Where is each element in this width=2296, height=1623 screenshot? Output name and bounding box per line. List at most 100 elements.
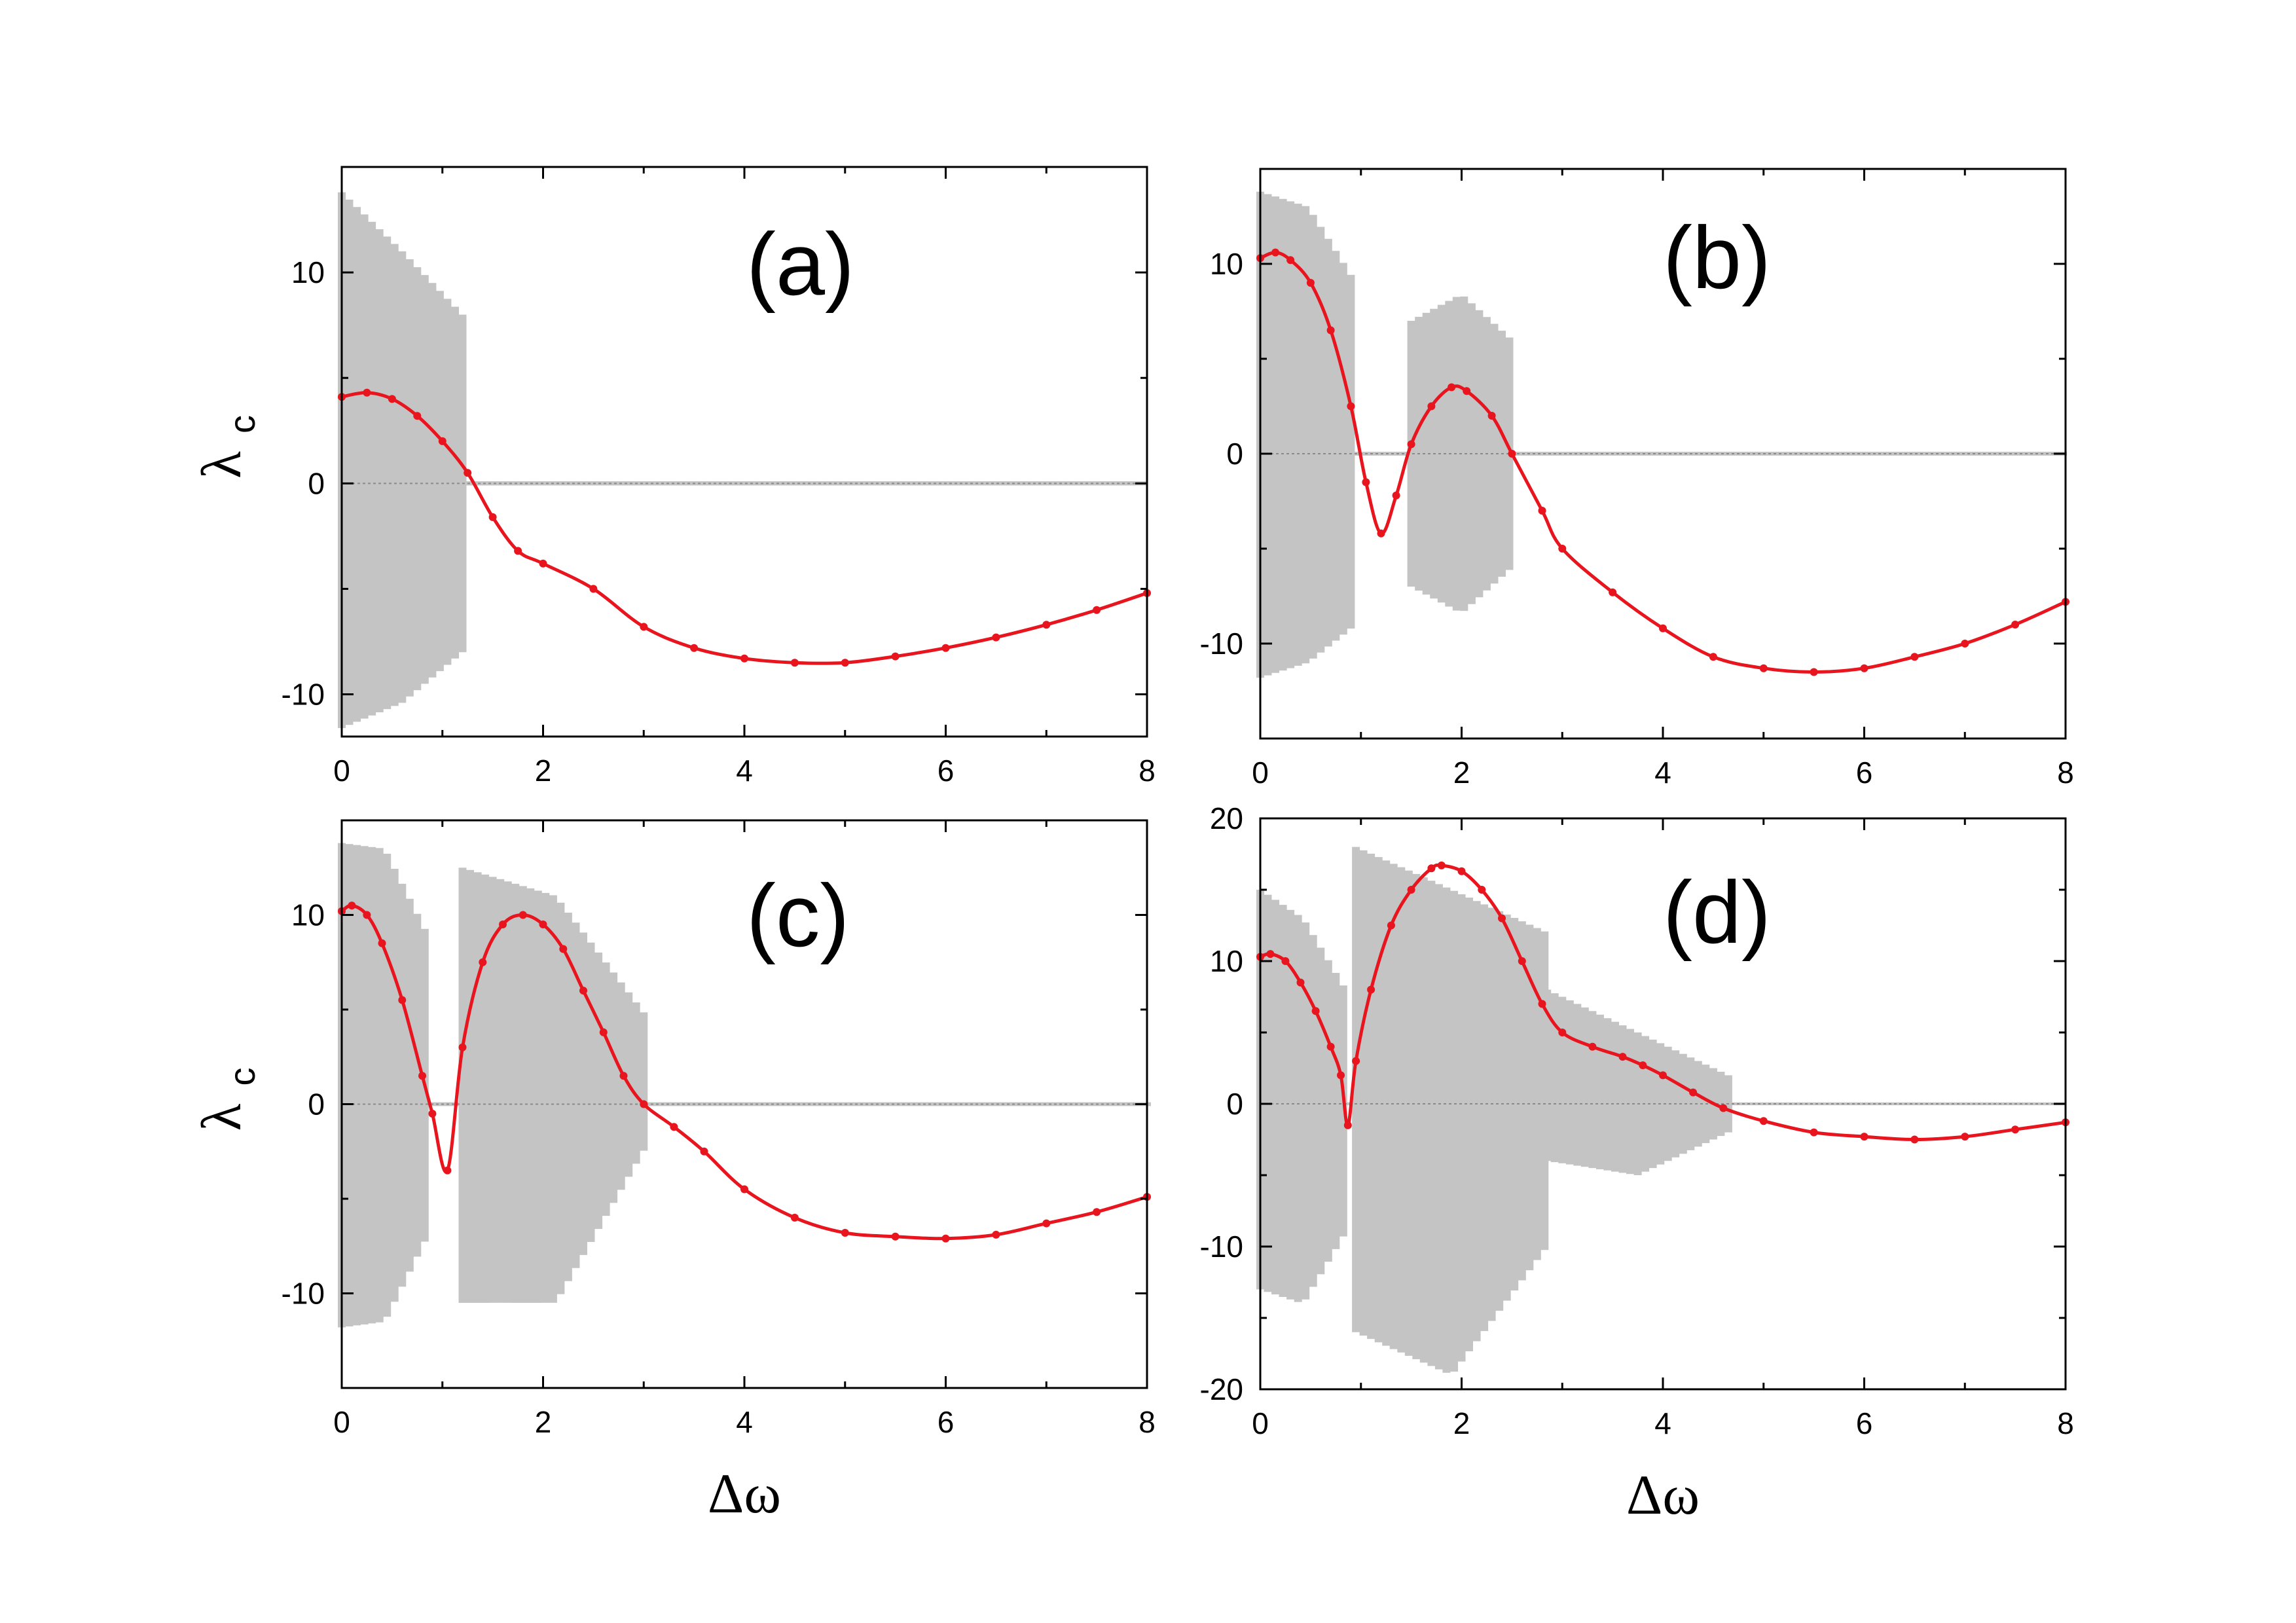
series-line <box>340 903 1148 1241</box>
range-bar <box>712 1102 721 1106</box>
range-bar <box>632 1002 640 1164</box>
range-bar <box>917 1102 925 1106</box>
range-bar <box>964 481 973 486</box>
data-point <box>1326 326 1335 335</box>
data-point <box>790 1213 799 1222</box>
x-tick-label: 2 <box>1453 1406 1470 1440</box>
y-tick-label: 0 <box>308 466 325 500</box>
data-point <box>2011 1125 2020 1134</box>
range-bar <box>1279 198 1287 671</box>
y-tick-label: -10 <box>282 1277 325 1311</box>
panel-c: 0 2 4 6 8 -10 0 10 (c) λc Δω <box>190 819 1156 1525</box>
range-bar <box>1961 452 1969 456</box>
panel-label: (a) <box>746 215 854 314</box>
range-bar <box>1472 901 1481 1341</box>
data-point <box>1352 1057 1360 1065</box>
range-bar <box>667 1102 676 1106</box>
range-bar <box>1070 481 1078 486</box>
range-bar <box>1998 452 2007 456</box>
range-bar <box>954 1102 962 1106</box>
data-point <box>1343 1121 1352 1129</box>
data-point <box>1810 1128 1818 1137</box>
range-bar <box>924 1102 932 1106</box>
range-bar <box>1853 1102 1861 1106</box>
data-point <box>1362 478 1370 486</box>
range-bar <box>1641 1036 1650 1172</box>
range-bar <box>1002 481 1010 486</box>
range-bar <box>405 898 414 1272</box>
range-bar <box>1460 296 1468 611</box>
panel-b: 0 2 4 6 8 -10 0 10 (b) <box>1200 168 2074 790</box>
data-point <box>740 654 748 663</box>
range-bar <box>451 306 459 659</box>
data-point <box>1487 412 1496 420</box>
data-point <box>1266 950 1275 958</box>
range-bar <box>587 942 595 1242</box>
range-bar <box>1863 452 1871 456</box>
range-bar <box>511 883 520 1303</box>
data-point <box>514 547 522 555</box>
data-point <box>499 921 507 928</box>
range-bar <box>693 481 701 486</box>
range-bar <box>1309 215 1317 659</box>
range-bar <box>1302 206 1310 664</box>
range-bar <box>682 1102 691 1106</box>
range-bar <box>745 481 754 486</box>
range-bar <box>992 1102 1000 1106</box>
data-point <box>1296 978 1305 987</box>
range-bar <box>1694 1061 1702 1147</box>
range-bar <box>1359 850 1368 1336</box>
x-tick-label: 8 <box>1139 1405 1156 1439</box>
range-bar <box>549 895 557 1303</box>
data-point <box>1558 1029 1567 1036</box>
range-bar <box>1389 864 1398 1349</box>
panel-d: 0 2 4 6 8 -20 -10 0 10 20 (d) Δω <box>1200 801 2074 1526</box>
y-tick-label: 10 <box>1210 944 1243 978</box>
data-point <box>1910 653 1919 661</box>
range-bar <box>1848 452 1856 456</box>
range-bar <box>420 275 429 684</box>
range-bar <box>798 481 807 486</box>
range-bar <box>902 1102 909 1106</box>
range-bar <box>1442 887 1451 1373</box>
range-bar <box>443 299 452 665</box>
data-point <box>539 559 547 568</box>
data-point <box>1961 640 1969 647</box>
range-bar <box>1689 452 1698 456</box>
range-bar <box>1946 452 1954 456</box>
range-bar <box>413 267 422 691</box>
range-bar <box>1422 312 1430 595</box>
range-bar <box>353 207 361 722</box>
data-point <box>1427 864 1436 873</box>
range-bar <box>1294 915 1302 1302</box>
y-tick-label: 0 <box>308 1087 325 1122</box>
data-point <box>1387 921 1395 930</box>
data-point <box>891 1232 900 1241</box>
range-bar <box>1339 985 1347 1237</box>
range-bar <box>405 259 414 697</box>
range-bar <box>390 244 399 706</box>
data-point <box>418 1072 426 1080</box>
data-point <box>1910 1135 1919 1144</box>
x-tick-label: 2 <box>535 754 552 788</box>
range-bar <box>1825 452 1833 456</box>
range-bar <box>1568 452 1576 456</box>
data-point <box>1448 383 1456 392</box>
range-bar <box>390 869 399 1302</box>
range-bar <box>503 881 512 1303</box>
data-point <box>464 469 472 477</box>
x-tick-label: 4 <box>1654 1406 1671 1440</box>
range-bar <box>1100 481 1108 486</box>
data-point <box>1326 1042 1335 1051</box>
range-bar <box>640 1012 648 1151</box>
data-point <box>992 633 1000 642</box>
data-point <box>2011 621 2020 629</box>
range-bar <box>1286 201 1295 668</box>
range-bar <box>1762 1102 1770 1106</box>
x-tick-label: 4 <box>1654 756 1671 790</box>
range-bar <box>760 481 769 486</box>
data-point <box>1377 529 1385 538</box>
range-bar <box>466 869 474 1303</box>
data-point <box>1306 279 1315 287</box>
range-bar <box>1347 274 1355 629</box>
